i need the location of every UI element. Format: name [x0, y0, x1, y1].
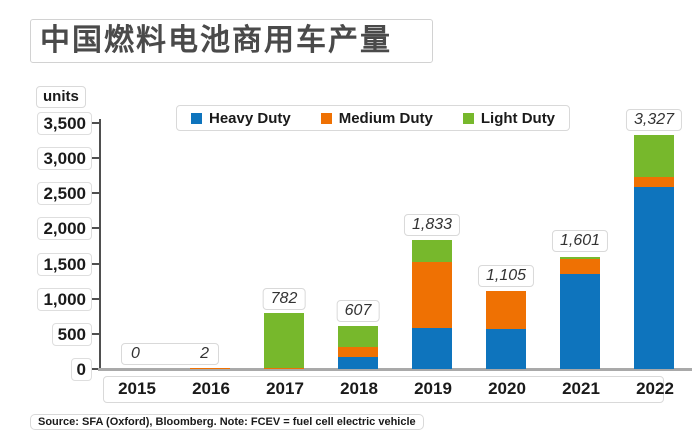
legend-item-medium-duty: Medium Duty	[320, 109, 433, 127]
bar-segment	[412, 328, 452, 369]
bar-2018	[338, 326, 378, 369]
heavy-duty-swatch-icon	[191, 112, 202, 124]
legend-label: Heavy Duty	[209, 109, 291, 127]
legend-item-heavy-duty: Heavy Duty	[191, 110, 291, 127]
y-axis-tick-mark	[92, 368, 99, 370]
x-axis-line	[98, 368, 692, 371]
legend-label: Light Duty	[480, 109, 556, 127]
bar-2016	[190, 367, 230, 369]
bar-segment	[634, 177, 674, 187]
source-note: Source: SFA (Oxford), Bloomberg. Note: F…	[30, 414, 424, 430]
y-axis-tick-label: 1,000	[37, 287, 92, 311]
x-axis-tick-label: 2022	[636, 379, 674, 398]
data-label-2015-2016: 0 2	[121, 343, 219, 365]
y-axis-tick-mark	[92, 122, 99, 124]
data-label: 607	[336, 300, 380, 323]
x-axis-tick-label: 2019	[414, 379, 452, 398]
y-axis-tick-mark	[92, 227, 99, 230]
y-axis-tick-label: 0	[70, 358, 92, 381]
bar-segment	[338, 326, 378, 348]
legend: Heavy Duty Medium Duty Light Duty	[176, 105, 571, 131]
y-axis-tick-mark	[92, 262, 99, 265]
data-label: 1,601	[551, 230, 609, 253]
y-axis-tick-mark	[92, 192, 99, 195]
bar-segment	[560, 256, 600, 259]
y-axis-tick-mark	[92, 332, 99, 335]
bar-segment	[264, 313, 304, 368]
y-axis-tick-label: 3,500	[37, 112, 92, 135]
y-axis-tick-label: 2,000	[37, 217, 92, 241]
bar-segment	[190, 367, 230, 369]
y-axis-tick-label: 3,000	[37, 147, 92, 171]
bar-2020	[486, 291, 526, 369]
y-axis-tick-label: 2,500	[37, 182, 92, 206]
bar-segment	[560, 274, 600, 369]
x-axis-tick-label: 2017	[266, 379, 304, 398]
data-label: 782	[262, 288, 306, 311]
bar-2017	[264, 313, 304, 369]
data-label: 0	[131, 345, 140, 362]
legend-item-light-duty: Light Duty	[462, 109, 556, 127]
bar-segment	[634, 135, 674, 178]
bar-segment	[338, 357, 378, 369]
bar-segment	[412, 240, 452, 262]
bar-segment	[486, 291, 526, 329]
bar-2022	[634, 135, 674, 369]
y-axis-tick-mark	[92, 157, 99, 160]
light-duty-swatch-icon	[462, 112, 474, 124]
bar-segment	[560, 258, 600, 275]
x-axis-tick-label: 2018	[340, 379, 378, 398]
x-axis-tick-label: 2015	[118, 379, 156, 398]
x-axis-labels: 2015 2016 2017 2018 2019 2020 2021 2022	[103, 376, 674, 403]
bar-segment	[264, 367, 304, 369]
x-axis-tick-label: 2021	[562, 379, 600, 398]
bar-segment	[634, 186, 674, 369]
x-axis-tick-label: 2020	[488, 379, 526, 398]
bar-segment	[486, 328, 526, 369]
bar-2019	[412, 240, 452, 369]
bar-segment	[338, 347, 378, 358]
data-label: 3,327	[625, 109, 683, 132]
data-label: 1,105	[477, 265, 535, 288]
plot-area: 0 2 782 607 1,833 1,105 1,601 3,327	[100, 109, 692, 369]
data-label: 1,833	[403, 214, 461, 237]
x-axis-tick-label: 2016	[192, 379, 230, 398]
y-axis-tick-label: 500	[51, 322, 92, 346]
medium-duty-swatch-icon	[320, 112, 332, 124]
bar-segment	[412, 261, 452, 329]
y-axis-line	[99, 119, 101, 369]
y-axis-tick-mark	[92, 297, 99, 300]
data-label: 2	[200, 345, 209, 362]
legend-label: Medium Duty	[338, 109, 433, 127]
y-axis-unit-label: units	[36, 86, 86, 108]
chart-title: 中国燃料电池商用车产量	[30, 19, 433, 63]
bar-2021	[560, 256, 600, 369]
y-axis-tick-label: 1,500	[37, 252, 92, 276]
